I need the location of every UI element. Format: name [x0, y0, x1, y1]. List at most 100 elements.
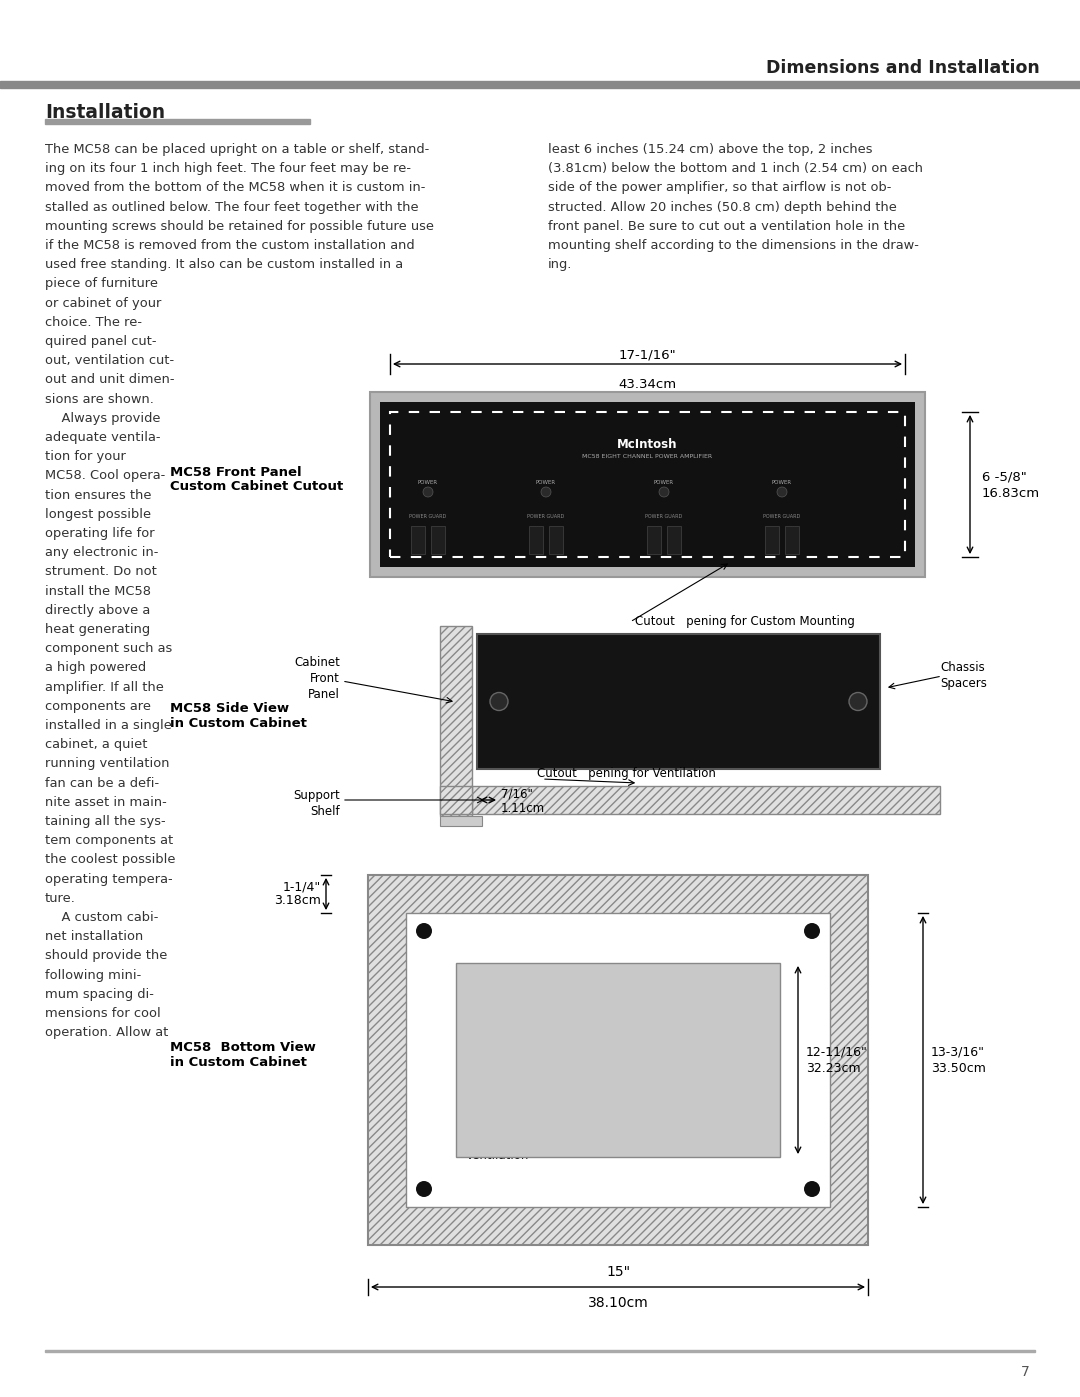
- Text: operating life for: operating life for: [45, 527, 154, 541]
- Text: Cutout   pening for Custom Mounting: Cutout pening for Custom Mounting: [635, 616, 855, 629]
- Text: Cutout   pening for Ventilation: Cutout pening for Ventilation: [537, 767, 716, 781]
- Text: adequate ventila-: adequate ventila-: [45, 432, 161, 444]
- Text: cabinet, a quiet: cabinet, a quiet: [45, 738, 148, 752]
- Text: Support
Shelf: Support Shelf: [294, 789, 340, 819]
- Text: choice. The re-: choice. The re-: [45, 316, 141, 328]
- Text: running ventilation: running ventilation: [45, 757, 170, 770]
- Text: 6 -5/8": 6 -5/8": [982, 471, 1027, 483]
- Text: The MC58 can be placed upright on a table or shelf, stand-: The MC58 can be placed upright on a tabl…: [45, 142, 429, 156]
- Text: operation. Allow at: operation. Allow at: [45, 1027, 168, 1039]
- Text: longest possible: longest possible: [45, 507, 151, 521]
- Text: McIntosh: McIntosh: [618, 437, 678, 450]
- Bar: [472, 787, 940, 814]
- Circle shape: [416, 1180, 432, 1197]
- Text: 3.18cm: 3.18cm: [274, 894, 321, 908]
- Bar: [440, 816, 482, 826]
- Circle shape: [423, 488, 433, 497]
- Text: mum spacing di-: mum spacing di-: [45, 988, 153, 1000]
- Text: components are: components are: [45, 700, 151, 712]
- Text: 12-1/16": 12-1/16": [591, 1039, 645, 1052]
- Bar: [647, 527, 661, 555]
- Bar: [456, 963, 780, 1157]
- Text: mensions for cool: mensions for cool: [45, 1007, 161, 1020]
- Text: ing on its four 1 inch high feet. The four feet may be re-: ing on its four 1 inch high feet. The fo…: [45, 162, 411, 175]
- Text: strument. Do not: strument. Do not: [45, 566, 157, 578]
- Text: used free standing. It also can be custom installed in a: used free standing. It also can be custo…: [45, 258, 403, 271]
- Bar: [529, 527, 543, 555]
- Text: 38.10cm: 38.10cm: [588, 1296, 648, 1310]
- Bar: [370, 393, 924, 577]
- Bar: [368, 875, 868, 1245]
- Bar: [477, 634, 880, 768]
- Text: amplifier. If all the: amplifier. If all the: [45, 680, 164, 693]
- Text: the coolest possible: the coolest possible: [45, 854, 175, 866]
- Text: POWER: POWER: [772, 479, 792, 485]
- Bar: [390, 412, 905, 557]
- Text: MC58. Cool opera-: MC58. Cool opera-: [45, 469, 165, 482]
- Text: piece of furniture: piece of furniture: [45, 278, 158, 291]
- Text: 1.11cm: 1.11cm: [501, 802, 545, 814]
- Text: fan can be a defi-: fan can be a defi-: [45, 777, 159, 789]
- Text: ture.: ture.: [45, 891, 76, 905]
- Text: Cutout
pening
for
Ventilation: Cutout pening for Ventilation: [465, 1095, 529, 1162]
- Text: Chassis
Spacers: Chassis Spacers: [940, 661, 987, 690]
- Text: tion ensures the: tion ensures the: [45, 489, 151, 502]
- Text: sions are shown.: sions are shown.: [45, 393, 153, 405]
- Text: tion for your: tion for your: [45, 450, 126, 464]
- Text: POWER GUARD: POWER GUARD: [646, 514, 683, 520]
- Text: out, ventilation cut-: out, ventilation cut-: [45, 355, 174, 367]
- Text: following mini-: following mini-: [45, 968, 141, 982]
- Text: operating tempera-: operating tempera-: [45, 873, 173, 886]
- Text: 7/16": 7/16": [501, 788, 532, 800]
- Circle shape: [416, 923, 432, 939]
- Bar: [411, 527, 426, 555]
- Text: front panel. Be sure to cut out a ventilation hole in the: front panel. Be sure to cut out a ventil…: [548, 219, 905, 233]
- Text: stalled as outlined below. The four feet together with the: stalled as outlined below. The four feet…: [45, 201, 419, 214]
- Text: Installation: Installation: [45, 102, 165, 122]
- Text: Dimensions and Installation: Dimensions and Installation: [766, 59, 1040, 77]
- Text: 43.34cm: 43.34cm: [619, 379, 676, 391]
- Bar: [549, 527, 563, 555]
- Text: any electronic in-: any electronic in-: [45, 546, 159, 559]
- Text: tem components at: tem components at: [45, 834, 173, 847]
- Text: component such as: component such as: [45, 643, 172, 655]
- Text: structed. Allow 20 inches (50.8 cm) depth behind the: structed. Allow 20 inches (50.8 cm) dept…: [548, 201, 896, 214]
- Text: 1-1/4": 1-1/4": [283, 880, 321, 894]
- Circle shape: [541, 488, 551, 497]
- Text: POWER: POWER: [536, 479, 556, 485]
- Text: directly above a: directly above a: [45, 604, 150, 617]
- Text: 33.50cm: 33.50cm: [931, 1062, 986, 1074]
- Circle shape: [804, 923, 820, 939]
- Text: installed in a single: installed in a single: [45, 719, 172, 732]
- Circle shape: [659, 488, 669, 497]
- Text: should provide the: should provide the: [45, 950, 167, 963]
- Bar: [45, 1350, 1035, 1352]
- Text: POWER GUARD: POWER GUARD: [527, 514, 565, 520]
- Text: A custom cabi-: A custom cabi-: [45, 911, 159, 923]
- Text: taining all the sys-: taining all the sys-: [45, 814, 165, 828]
- Circle shape: [777, 488, 787, 497]
- Bar: [667, 527, 681, 555]
- Text: POWER GUARD: POWER GUARD: [764, 514, 800, 520]
- Text: MC58 Side View
in Custom Cabinet: MC58 Side View in Custom Cabinet: [170, 703, 307, 731]
- Bar: [406, 914, 831, 1207]
- Text: MC58 EIGHT CHANNEL POWER AMPLIFIER: MC58 EIGHT CHANNEL POWER AMPLIFIER: [582, 454, 713, 460]
- Text: POWER: POWER: [653, 479, 674, 485]
- Text: 30.64cm: 30.64cm: [591, 1067, 646, 1081]
- Text: out and unit dimen-: out and unit dimen-: [45, 373, 175, 387]
- Bar: [440, 626, 472, 816]
- Bar: [45, 119, 310, 124]
- Text: net installation: net installation: [45, 930, 144, 943]
- Text: least 6 inches (15.24 cm) above the top, 2 inches: least 6 inches (15.24 cm) above the top,…: [548, 142, 873, 156]
- Text: Always provide: Always provide: [45, 412, 161, 425]
- Text: (3.81cm) below the bottom and 1 inch (2.54 cm) on each: (3.81cm) below the bottom and 1 inch (2.…: [548, 162, 923, 175]
- Text: moved from the bottom of the MC58 when it is custom in-: moved from the bottom of the MC58 when i…: [45, 182, 426, 194]
- Bar: [0, 81, 1080, 88]
- Text: 32.23cm: 32.23cm: [806, 1062, 861, 1074]
- Bar: [380, 402, 915, 567]
- Text: heat generating: heat generating: [45, 623, 150, 636]
- Text: mounting shelf according to the dimensions in the draw-: mounting shelf according to the dimensio…: [548, 239, 919, 251]
- Text: POWER GUARD: POWER GUARD: [409, 514, 447, 520]
- Text: quired panel cut-: quired panel cut-: [45, 335, 157, 348]
- Bar: [431, 527, 445, 555]
